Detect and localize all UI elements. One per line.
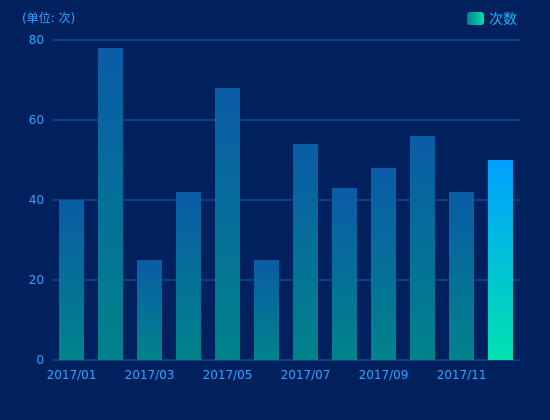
x-tick-label: 2017/01 <box>47 368 97 382</box>
y-axis-ticks: 0 20 40 60 80 <box>29 33 44 367</box>
bar-2017-03[interactable] <box>137 260 162 360</box>
x-tick-label: 2017/07 <box>281 368 331 382</box>
legend-label-count: 次数 <box>489 12 517 28</box>
bar-2017-11[interactable] <box>449 192 474 360</box>
legend[interactable]: 次数 <box>467 12 517 28</box>
bars <box>59 48 513 360</box>
y-tick-label: 0 <box>36 353 44 367</box>
bar-2017-07[interactable] <box>293 144 318 360</box>
bar-2017-02[interactable] <box>98 48 123 360</box>
legend-swatch <box>467 12 484 25</box>
x-axis-ticks: 2017/01 2017/03 2017/05 2017/07 2017/09 2017/… <box>47 368 487 382</box>
y-tick-label: 80 <box>29 33 44 47</box>
bar-2017-01[interactable] <box>59 200 84 360</box>
x-tick-label: 2017/03 <box>125 368 175 382</box>
y-tick-label: 60 <box>29 113 44 127</box>
bar-2017-04[interactable] <box>176 192 201 360</box>
bar-2017-10[interactable] <box>410 136 435 360</box>
bar-2017-05[interactable] <box>215 88 240 360</box>
x-tick-label: 2017/05 <box>203 368 253 382</box>
bar-2017-12[interactable] <box>488 160 513 360</box>
bar-2017-08[interactable] <box>332 188 357 360</box>
bar-2017-06[interactable] <box>254 260 279 360</box>
unit-label: (单位: 次) <box>22 10 75 25</box>
y-tick-label: 40 <box>29 193 44 207</box>
x-tick-label: 2017/09 <box>359 368 409 382</box>
y-tick-label: 20 <box>29 273 44 287</box>
bar-2017-09[interactable] <box>371 168 396 360</box>
x-tick-label: 2017/11 <box>437 368 487 382</box>
gridlines <box>52 39 520 361</box>
